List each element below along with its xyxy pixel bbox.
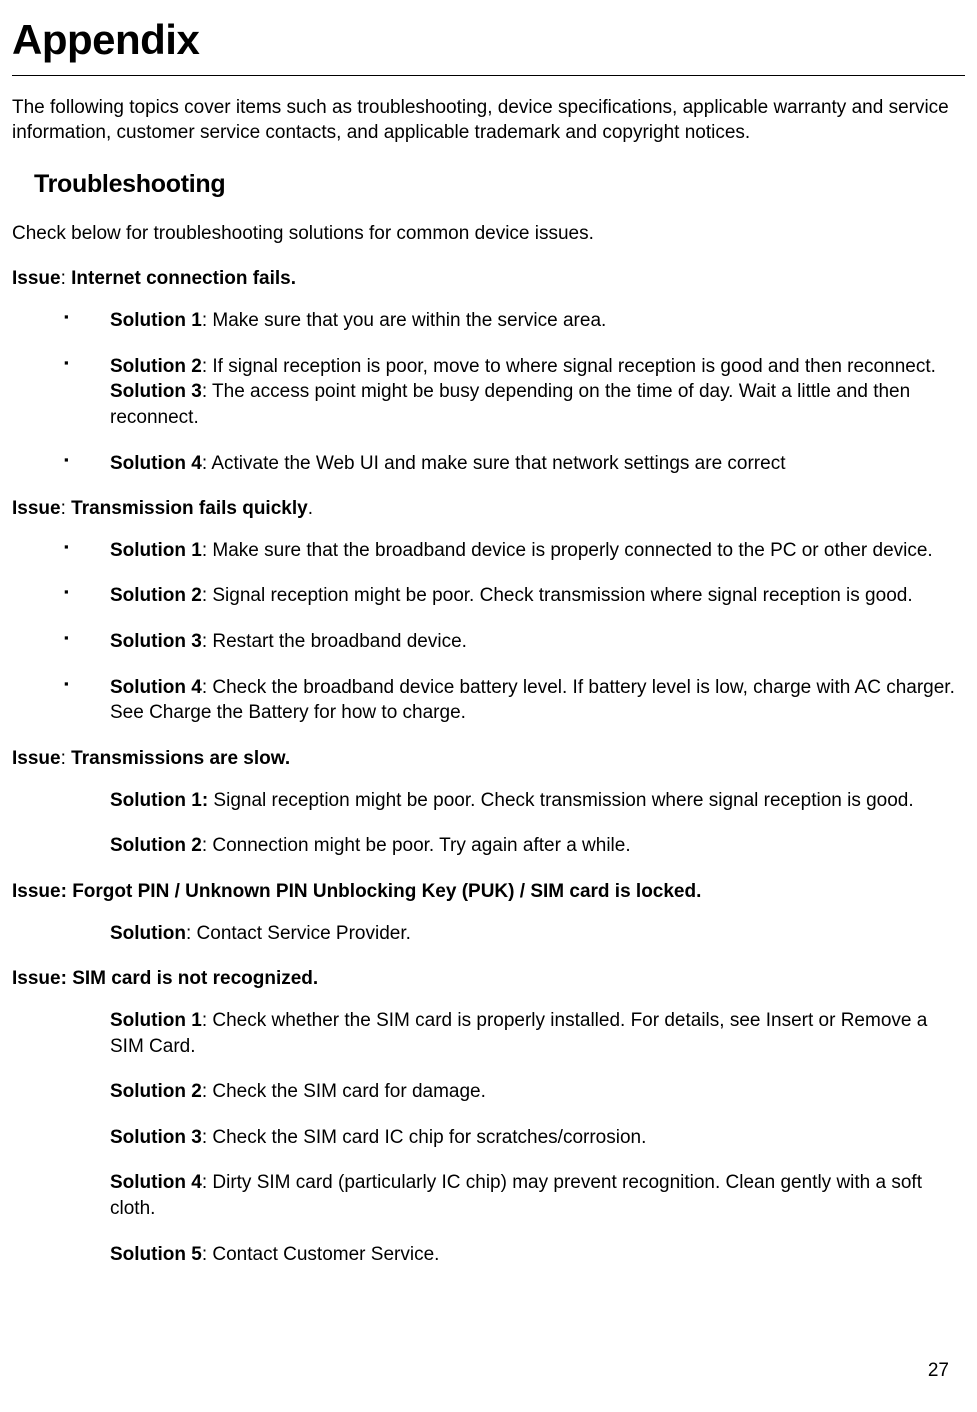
solution-label: Solution 4 — [110, 1172, 202, 1193]
list-item: Solution 3: Restart the broadband device… — [64, 629, 965, 655]
intro-text: The following topics cover items such as… — [12, 95, 965, 146]
solution-text: : Connection might be poor. Try again af… — [202, 835, 631, 856]
issue-label: Issue — [12, 498, 61, 519]
issue-title: Transmission fails quickly — [71, 498, 308, 519]
list-item: Solution 4: Dirty SIM card (particularly… — [110, 1170, 965, 1221]
page-number: 27 — [928, 1358, 949, 1384]
solution-label: Solution 1 — [110, 540, 202, 561]
solution-text: : Make sure that you are within the serv… — [202, 310, 606, 331]
issue-label: Issue: — [12, 881, 67, 902]
page-title: Appendix — [12, 12, 965, 69]
page-container: Appendix The following topics cover item… — [12, 12, 965, 1392]
list-item: Solution 1: Check whether the SIM card i… — [110, 1008, 965, 1059]
solution-text: : Check whether the SIM card is properly… — [110, 1010, 927, 1057]
issue-pin: Issue: Forgot PIN / Unknown PIN Unblocki… — [12, 879, 965, 905]
solution-label: Solution 2 — [110, 835, 202, 856]
list-item: Solution 2: Connection might be poor. Tr… — [110, 833, 965, 859]
list-item: Solution 2: Check the SIM card for damag… — [110, 1079, 965, 1105]
list-item: Solution 3: Check the SIM card IC chip f… — [110, 1125, 965, 1151]
solution-label: Solution 3 — [110, 381, 202, 402]
solution-label: Solution — [110, 923, 186, 944]
solution-label: Solution 3 — [110, 631, 202, 652]
solution-label: Solution 2 — [110, 356, 202, 377]
solution-text: : Activate the Web UI and make sure that… — [202, 453, 786, 474]
issue-transmissions-slow: Issue: Transmissions are slow. — [12, 746, 965, 772]
solution-label: Solution 1 — [110, 310, 202, 331]
issue-label: Issue — [12, 268, 61, 289]
solutions-list-sim: Solution 1: Check whether the SIM card i… — [12, 1008, 965, 1267]
issue-title: SIM card is not recognized. — [72, 968, 318, 989]
solution-text: : Dirty SIM card (particularly IC chip) … — [110, 1172, 922, 1219]
list-item: Solution 1: Make sure that you are withi… — [64, 308, 965, 334]
solutions-list-pin: Solution: Contact Service Provider. — [12, 921, 965, 947]
list-item: Solution 2: Signal reception might be po… — [64, 583, 965, 609]
list-item: Solution 2: If signal reception is poor,… — [64, 354, 965, 431]
solution-label: Solution 4 — [110, 453, 202, 474]
solution-text: Signal reception might be poor. Check tr… — [208, 790, 914, 811]
list-item: Solution 1: Signal reception might be po… — [110, 788, 965, 814]
solution-text: : Contact Customer Service. — [202, 1244, 440, 1265]
issue-sim: Issue: SIM card is not recognized. — [12, 966, 965, 992]
list-item: Solution: Contact Service Provider. — [110, 921, 965, 947]
issue-internet: Issue: Internet connection fails. — [12, 266, 965, 292]
solution-text: : Check the SIM card for damage. — [202, 1081, 486, 1102]
issue-label: Issue — [12, 748, 61, 769]
solution-text: : Check the broadband device battery lev… — [110, 677, 955, 724]
solution-label: Solution 2 — [110, 585, 202, 606]
solution-text: : Restart the broadband device. — [202, 631, 467, 652]
solution-label: Solution 1: — [110, 790, 208, 811]
solution-text: : The access point might be busy dependi… — [110, 381, 910, 428]
issue-label: Issue: — [12, 968, 67, 989]
check-text: Check below for troubleshooting solution… — [12, 221, 965, 247]
solutions-list-trans-slow: Solution 1: Signal reception might be po… — [12, 788, 965, 859]
list-item: Solution 5: Contact Customer Service. — [110, 1242, 965, 1268]
issue-title: Transmissions are slow. — [71, 748, 290, 769]
solution-text: : Contact Service Provider. — [186, 923, 411, 944]
solution-label: Solution 2 — [110, 1081, 202, 1102]
solution-text: : Check the SIM card IC chip for scratch… — [202, 1127, 647, 1148]
issue-transmission-fail: Issue: Transmission fails quickly. — [12, 496, 965, 522]
solution-text: : Signal reception might be poor. Check … — [202, 585, 913, 606]
solution-label: Solution 4 — [110, 677, 202, 698]
list-item: Solution 1: Make sure that the broadband… — [64, 538, 965, 564]
section-title: Troubleshooting — [34, 168, 965, 202]
list-item: Solution 4: Activate the Web UI and make… — [64, 451, 965, 477]
list-item: Solution 4: Check the broadband device b… — [64, 675, 965, 726]
solution-label: Solution 1 — [110, 1010, 202, 1031]
solution-label: Solution 5 — [110, 1244, 202, 1265]
solution-label: Solution 3 — [110, 1127, 202, 1148]
horizontal-rule — [12, 75, 965, 76]
solutions-list-internet: Solution 1: Make sure that you are withi… — [12, 308, 965, 476]
issue-title: Internet connection fails. — [71, 268, 296, 289]
solutions-list-trans-fail: Solution 1: Make sure that the broadband… — [12, 538, 965, 726]
issue-title: Forgot PIN / Unknown PIN Unblocking Key … — [72, 881, 701, 902]
solution-text: : Make sure that the broadband device is… — [202, 540, 933, 561]
solution-text: : If signal reception is poor, move to w… — [202, 356, 936, 377]
